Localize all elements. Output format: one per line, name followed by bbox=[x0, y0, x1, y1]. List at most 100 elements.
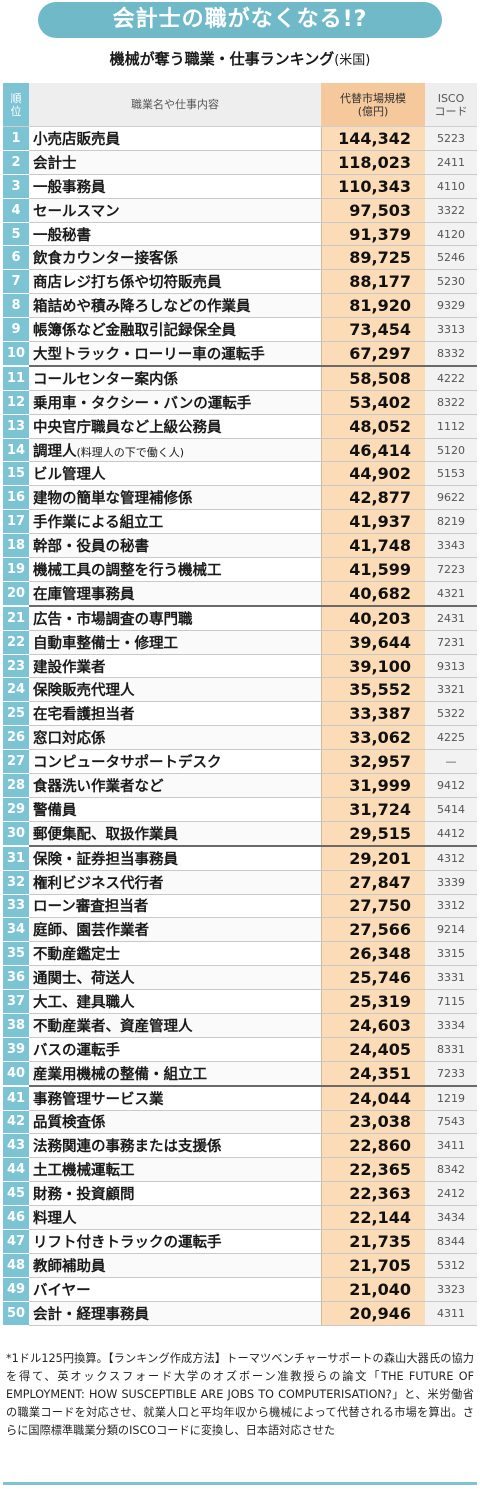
rank-cell: 21 bbox=[3, 605, 29, 631]
table-row: 14 調理人(料理人の下で働く人) 46,414 5120 bbox=[3, 438, 477, 463]
rank-cell: 34 bbox=[3, 917, 29, 943]
table-row: 45 財務・投資顧問 22,363 2412 bbox=[3, 1181, 477, 1207]
rank-cell: 29 bbox=[3, 797, 29, 822]
table-row: 36 通関士、荷送人 25,746 3331 bbox=[3, 965, 477, 991]
bottom-rule bbox=[3, 1482, 477, 1485]
isco-cell: 8322 bbox=[425, 390, 477, 415]
job-cell: 商店レジ打ち係や切符販売員 bbox=[29, 269, 321, 295]
table-row: 19 機械工具の調整を行う機械工 41,599 7223 bbox=[3, 557, 477, 582]
isco-cell: 9329 bbox=[425, 293, 477, 319]
isco-cell: 5246 bbox=[425, 245, 477, 271]
rank-cell: 43 bbox=[3, 1133, 29, 1159]
header-value: 代替市場規模 (億円) bbox=[321, 83, 425, 127]
rank-cell: 7 bbox=[3, 269, 29, 295]
job-name: 中央官庁職員など上級公務員 bbox=[33, 419, 222, 436]
value-cell: 73,454 bbox=[320, 317, 425, 343]
table-row: 20 在庫管理事務員 40,682 4321 bbox=[3, 581, 477, 607]
value-cell: 118,023 bbox=[320, 150, 425, 175]
table-row: 5 一般秘書 91,379 4120 bbox=[3, 222, 477, 247]
rank-cell: 15 bbox=[3, 461, 29, 487]
rank-cell: 22 bbox=[3, 630, 29, 655]
rank-cell: 3 bbox=[3, 174, 29, 199]
table-row: 34 庭師、園芸作業者 27,566 9214 bbox=[3, 917, 477, 943]
job-cell: 在宅看護担当者 bbox=[29, 701, 321, 727]
job-name: 事務管理サービス業 bbox=[33, 1091, 164, 1108]
rank-cell: 39 bbox=[3, 1037, 29, 1062]
subtitle: 機械が奪う職業・仕事ランキング(米国) bbox=[0, 44, 480, 78]
job-name: 一般秘書 bbox=[33, 227, 91, 244]
isco-cell: 3434 bbox=[425, 1205, 477, 1230]
job-name: 不動産鑑定士 bbox=[33, 947, 120, 964]
rank-cell: 46 bbox=[3, 1205, 29, 1230]
value-cell: 33,387 bbox=[320, 701, 425, 727]
table-row: 24 保険販売代理人 35,552 3321 bbox=[3, 677, 477, 703]
value-cell: 88,177 bbox=[320, 269, 425, 295]
value-cell: 42,877 bbox=[320, 485, 425, 511]
job-name: 品質検査係 bbox=[33, 1115, 106, 1132]
value-cell: 91,379 bbox=[320, 222, 425, 247]
value-cell: 22,363 bbox=[320, 1181, 425, 1207]
value-cell: 39,100 bbox=[320, 654, 425, 679]
job-name: バイヤー bbox=[33, 1282, 91, 1299]
value-cell: 35,552 bbox=[320, 677, 425, 703]
table-row: 26 窓口対応係 33,062 4225 bbox=[3, 725, 477, 751]
job-cell: 財務・投資顧問 bbox=[29, 1181, 321, 1207]
job-cell: 不動産鑑定士 bbox=[29, 941, 321, 967]
table-row: 3 一般事務員 110,343 4110 bbox=[3, 174, 477, 199]
rank-cell: 35 bbox=[3, 941, 29, 967]
value-cell: 89,725 bbox=[320, 245, 425, 271]
job-cell: 料理人 bbox=[29, 1205, 321, 1230]
value-cell: 20,946 bbox=[320, 1301, 425, 1326]
rank-cell: 9 bbox=[3, 317, 29, 343]
rank-cell: 2 bbox=[3, 150, 29, 175]
value-cell: 25,746 bbox=[320, 965, 425, 991]
rank-cell: 17 bbox=[3, 509, 29, 535]
table-row: 40 産業用機械の整備・組立工 24,351 7233 bbox=[3, 1061, 477, 1087]
table-body: 1 小売店販売員 144,342 5223 2 会計士 118,023 2411 3 一般事務員 1… bbox=[3, 126, 477, 1326]
isco-cell: 1112 bbox=[425, 414, 477, 439]
job-cell: 法務関連の事務または支援係 bbox=[29, 1133, 321, 1159]
rank-cell: 44 bbox=[3, 1157, 29, 1183]
job-cell: 品質検査係 bbox=[29, 1110, 321, 1135]
rank-cell: 18 bbox=[3, 533, 29, 559]
value-cell: 29,201 bbox=[320, 845, 425, 871]
job-name: 財務・投資顧問 bbox=[33, 1187, 135, 1204]
rank-cell: 45 bbox=[3, 1181, 29, 1207]
table-row: 31 保険・証券担当事務員 29,201 4312 bbox=[3, 845, 477, 871]
value-cell: 24,603 bbox=[320, 1013, 425, 1038]
table-row: 38 不動産業者、資産管理人 24,603 3334 bbox=[3, 1013, 477, 1038]
table-row: 33 ローン審査担当者 27,750 3312 bbox=[3, 894, 477, 919]
job-name: 産業用機械の整備・組立工 bbox=[33, 1066, 207, 1083]
isco-cell: 7223 bbox=[425, 557, 477, 582]
job-cell: 事務管理サービス業 bbox=[29, 1085, 321, 1111]
table-row: 4 セールスマン 97,503 3322 bbox=[3, 198, 477, 223]
job-cell: 小売店販売員 bbox=[29, 126, 321, 151]
isco-cell: 9214 bbox=[425, 917, 477, 943]
table-row: 37 大工、建具職人 25,319 7115 bbox=[3, 989, 477, 1014]
table-row: 42 品質検査係 23,038 7543 bbox=[3, 1110, 477, 1135]
rank-cell: 4 bbox=[3, 198, 29, 223]
value-cell: 41,599 bbox=[320, 557, 425, 582]
table-row: 30 郵便集配、取扱作業員 29,515 4412 bbox=[3, 821, 477, 847]
value-cell: 40,682 bbox=[320, 581, 425, 607]
table-row: 16 建物の簡単な管理補修係 42,877 9622 bbox=[3, 485, 477, 511]
value-cell: 33,062 bbox=[320, 725, 425, 751]
table-row: 41 事務管理サービス業 24,044 1219 bbox=[3, 1085, 477, 1111]
isco-cell: 8331 bbox=[425, 1037, 477, 1062]
table-row: 29 警備員 31,724 5414 bbox=[3, 797, 477, 822]
job-cell: ビル管理人 bbox=[29, 461, 321, 487]
job-name: ビル管理人 bbox=[33, 467, 106, 484]
job-cell: 会計士 bbox=[29, 150, 321, 175]
isco-cell: 8344 bbox=[425, 1229, 477, 1254]
value-cell: 21,735 bbox=[320, 1229, 425, 1254]
job-name: 飲食カウンター接客係 bbox=[33, 251, 178, 268]
isco-cell: 8342 bbox=[425, 1157, 477, 1183]
rank-cell: 24 bbox=[3, 677, 29, 703]
job-name: 土工機械運転工 bbox=[33, 1163, 135, 1180]
value-cell: 27,566 bbox=[320, 917, 425, 943]
value-cell: 46,414 bbox=[320, 438, 425, 463]
job-cell: コールセンター案内係 bbox=[29, 365, 321, 391]
job-note: (料理人の下で働く人) bbox=[76, 445, 185, 459]
table-row: 18 幹部・役員の秘書 41,748 3343 bbox=[3, 533, 477, 559]
job-name: 会計士 bbox=[33, 155, 77, 172]
